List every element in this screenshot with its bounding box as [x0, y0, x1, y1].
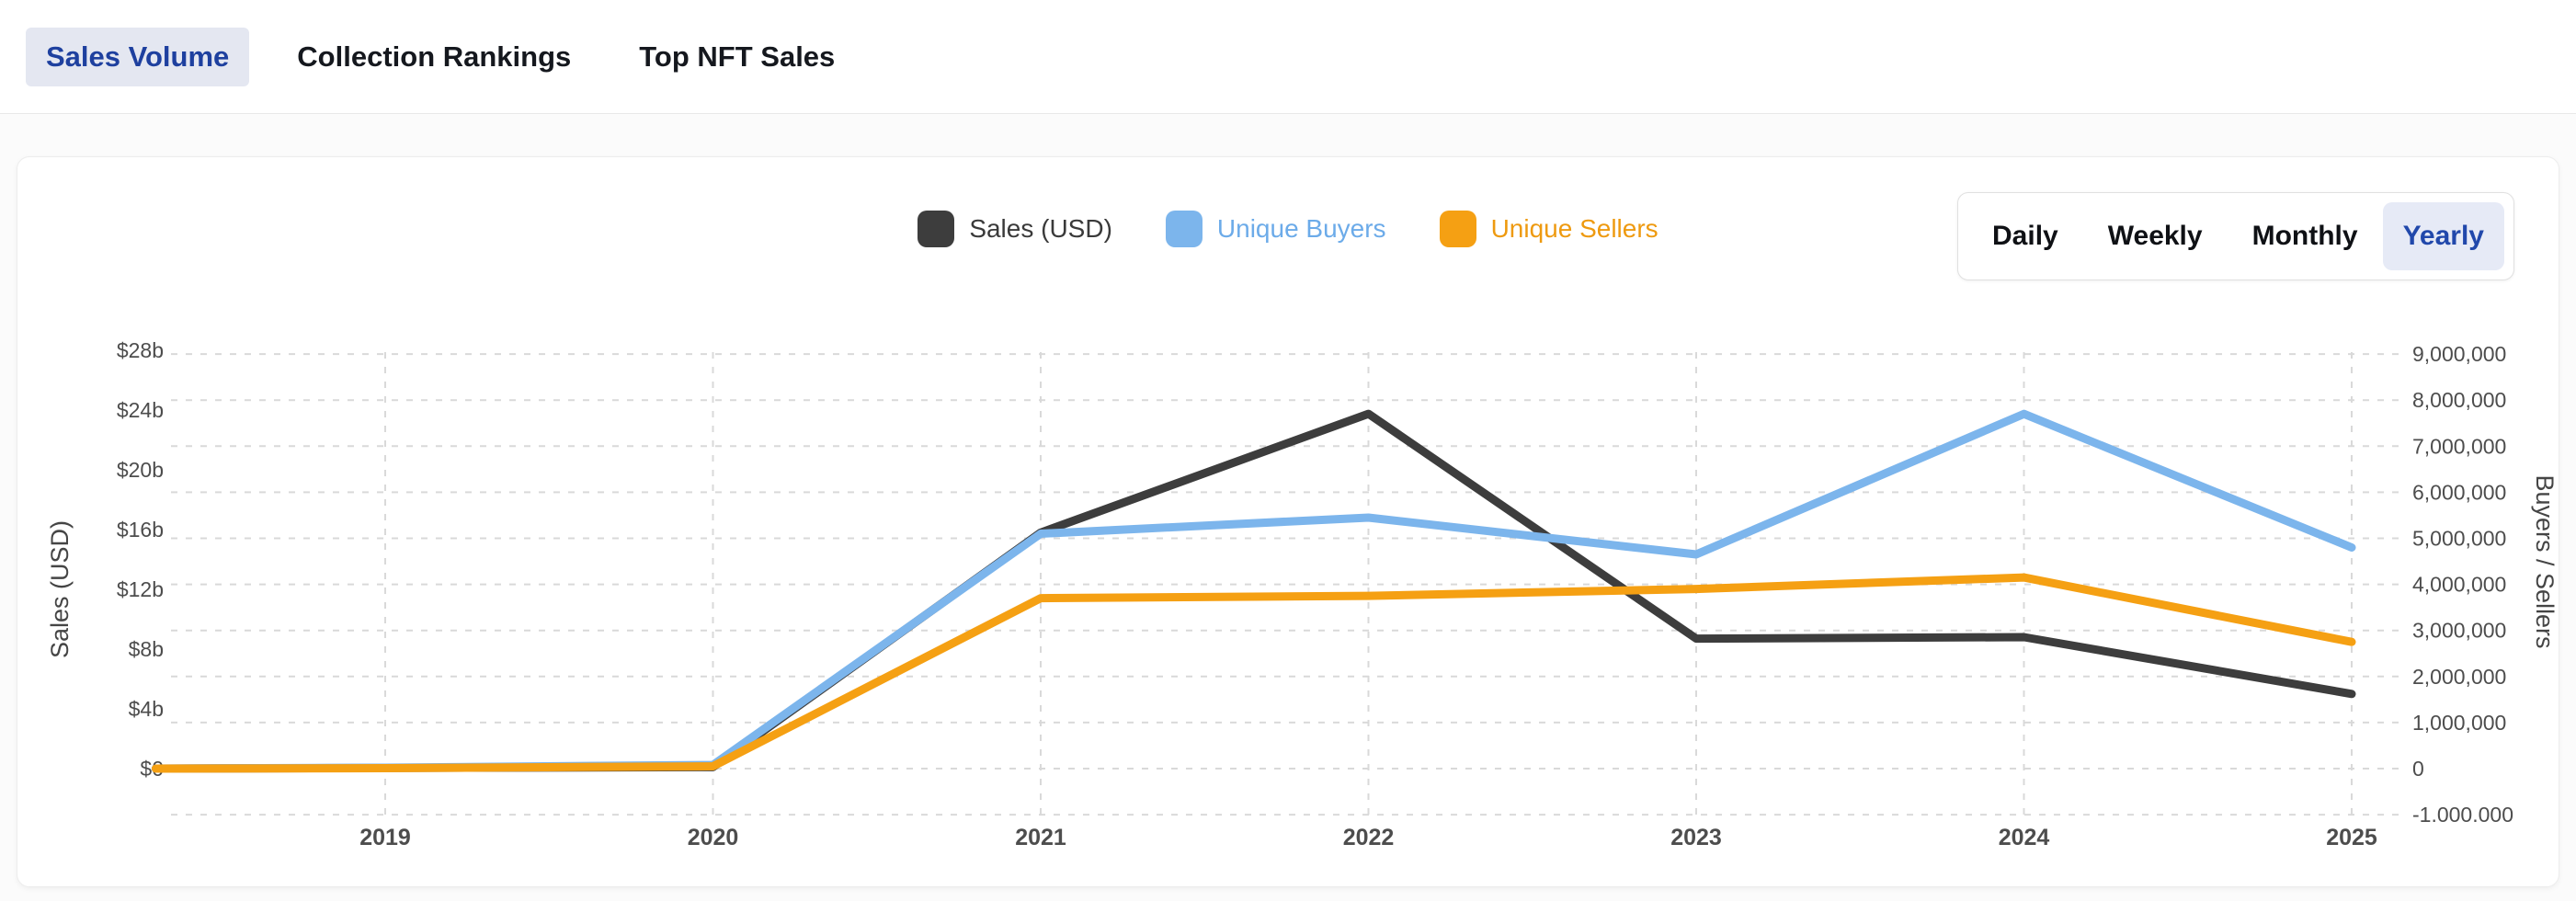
- right-axis-ticks: 9,000,000 8,000,000 7,000,000 6,000,000 5,00…: [2412, 342, 2513, 827]
- legend-swatch-sales-usd-icon: [918, 211, 955, 247]
- svg-text:0: 0: [2412, 757, 2424, 781]
- svg-text:$16b: $16b: [117, 518, 164, 542]
- svg-text:7,000,000: 7,000,000: [2412, 434, 2506, 458]
- svg-text:$24b: $24b: [117, 398, 164, 422]
- legend-label-sales-usd: Sales (USD): [969, 214, 1112, 243]
- period-option-weekly[interactable]: Weekly: [2107, 221, 2203, 251]
- series-line-unique-buyers[interactable]: [151, 409, 2356, 773]
- v-gridlines: [384, 352, 2353, 815]
- svg-text:2025: 2025: [2326, 825, 2377, 850]
- svg-text:2020: 2020: [688, 825, 739, 850]
- svg-text:$12b: $12b: [117, 577, 164, 601]
- series-line-unique-sellers[interactable]: [151, 573, 2356, 773]
- chart-card: $0 $4b $8b $12b $16b $20b $24b $28b 9,000,000 8,0…: [17, 156, 2559, 887]
- svg-text:$4b: $4b: [129, 697, 164, 721]
- left-axis-ticks: $0$4b$8b$12b$16b$20b$24b$28b: [117, 338, 164, 781]
- x-axis-ticks: 2019 2020 2021 2022 2023 2024 2025: [359, 825, 2377, 850]
- svg-text:$28b: $28b: [117, 338, 164, 362]
- svg-text:9,000,000: 9,000,000: [2412, 342, 2506, 366]
- period-option-daily[interactable]: Daily: [1992, 221, 2058, 251]
- legend-swatch-unique-buyers-icon: [1165, 211, 1203, 247]
- period-selector: Daily Weekly Monthly Yearly: [1957, 192, 2514, 280]
- svg-text:$8b: $8b: [129, 637, 164, 661]
- svg-text:1,000,000: 1,000,000: [2412, 711, 2506, 735]
- page-background: $0 $4b $8b $12b $16b $20b $24b $28b 9,000,000 8,0…: [0, 114, 2576, 901]
- legend-item-sales-usd[interactable]: Sales (USD): [918, 211, 1112, 247]
- svg-text:8,000,000: 8,000,000: [2412, 388, 2506, 412]
- svg-text:2,000,000: 2,000,000: [2412, 665, 2506, 689]
- sales-volume-chart[interactable]: $0$4b$8b$12b$16b$20b$24b$28b 9,000,0008,0…: [17, 157, 2560, 888]
- svg-text:2022: 2022: [1343, 825, 1395, 850]
- svg-text:-1.000.000: -1.000.000: [2412, 803, 2513, 827]
- tab-bar: Sales Volume Collection Rankings Top NFT…: [0, 0, 2576, 114]
- svg-text:$20b: $20b: [117, 458, 164, 482]
- svg-text:6,000,000: 6,000,000: [2412, 480, 2506, 504]
- tab-top-nft-sales[interactable]: Top NFT Sales: [639, 40, 836, 73]
- tab-collection-rankings[interactable]: Collection Rankings: [297, 40, 572, 73]
- legend-label-unique-buyers: Unique Buyers: [1216, 214, 1386, 243]
- right-axis-title: Buyers / Sellers: [2531, 474, 2559, 648]
- svg-text:3,000,000: 3,000,000: [2412, 619, 2506, 643]
- svg-text:4,000,000: 4,000,000: [2412, 573, 2506, 597]
- left-axis-title: Sales (USD): [46, 520, 74, 658]
- legend-label-unique-sellers: Unique Sellers: [1490, 214, 1658, 243]
- legend-item-unique-sellers[interactable]: Unique Sellers: [1439, 211, 1658, 247]
- period-option-yearly[interactable]: Yearly: [2382, 202, 2504, 270]
- series-line-sales-usd[interactable]: [151, 409, 2356, 773]
- svg-text:2021: 2021: [1015, 825, 1066, 850]
- legend-item-unique-buyers[interactable]: Unique Buyers: [1165, 211, 1386, 247]
- chart-legend: Sales (USD) Unique Buyers Unique Sellers: [17, 211, 2559, 247]
- svg-text:2023: 2023: [1670, 825, 1722, 850]
- tab-sales-volume[interactable]: Sales Volume: [26, 27, 250, 86]
- svg-text:2019: 2019: [359, 825, 411, 850]
- legend-swatch-unique-sellers-icon: [1439, 211, 1476, 247]
- svg-text:5,000,000: 5,000,000: [2412, 527, 2506, 551]
- svg-text:2024: 2024: [1999, 825, 2050, 850]
- period-option-monthly[interactable]: Monthly: [2251, 221, 2358, 251]
